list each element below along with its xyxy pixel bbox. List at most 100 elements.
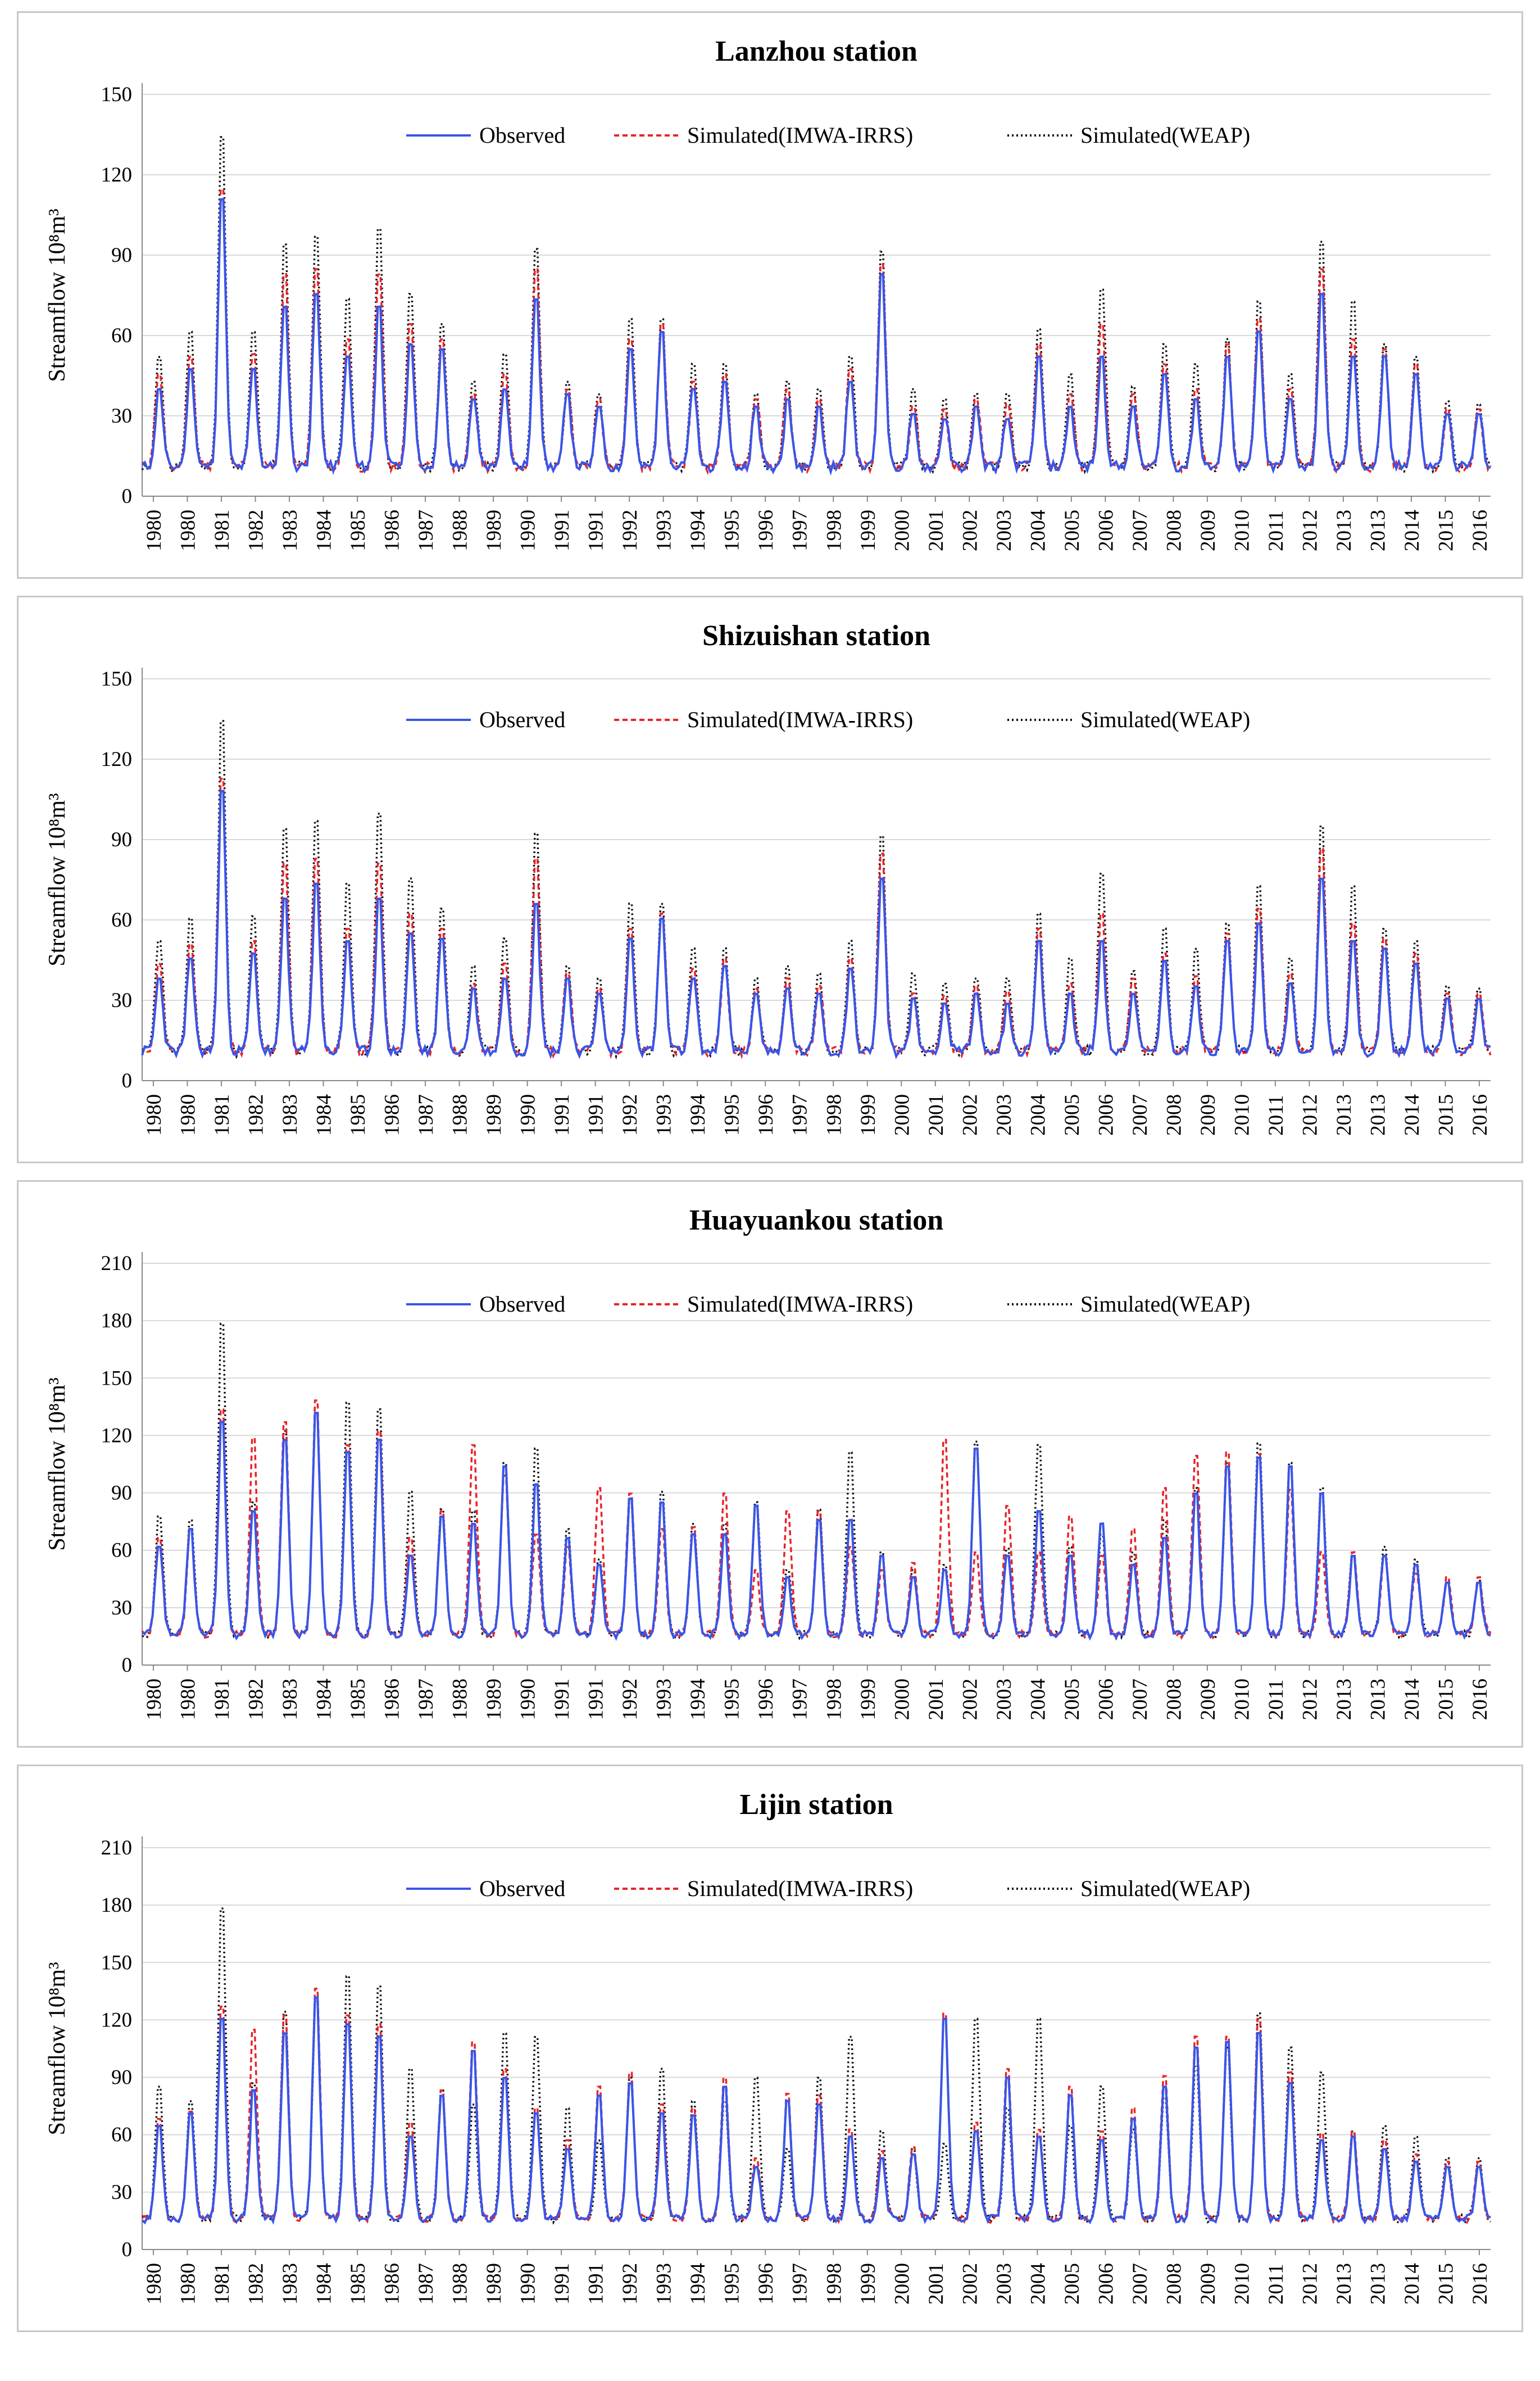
x-tick-label: 2016 xyxy=(1469,1094,1492,1136)
y-tick-label: 0 xyxy=(122,1069,133,1092)
x-tick-label: 1986 xyxy=(381,2263,404,2305)
y-axis-label: Streamflow 10⁸m³ xyxy=(44,1962,70,2135)
chart-lijin: Lijin station 0 30 60 90 120 150 180 210 Streamfl… xyxy=(44,1789,1492,2305)
x-tick-label: 2014 xyxy=(1401,1679,1424,1720)
x-tick-label: 2011 xyxy=(1265,1679,1288,1720)
y-tick-label: 30 xyxy=(111,2181,132,2204)
x-tick-label: 1994 xyxy=(687,510,710,551)
y-tick-label: 150 xyxy=(101,668,133,691)
chart-panel-lanzhou: Lanzhou station 0 30 60 90 120 150 Streamflow 1… xyxy=(17,11,1523,579)
x-tick-label: 1985 xyxy=(347,1094,370,1136)
x-tick-label: 2016 xyxy=(1469,510,1492,551)
x-tick-label: 1997 xyxy=(789,1094,812,1136)
x-tick-label: 1987 xyxy=(415,1679,438,1720)
x-tick-label: 2009 xyxy=(1197,1679,1220,1720)
x-tick-label: 2013 xyxy=(1333,1094,1356,1136)
x-tick-label: 2002 xyxy=(958,510,982,551)
x-tick-label: 1996 xyxy=(755,2263,778,2305)
x-tick-label: 2004 xyxy=(1026,510,1050,551)
x-tick-label: 2009 xyxy=(1197,1094,1220,1136)
x-tick-label: 1980 xyxy=(177,1679,200,1720)
y-tick-label: 120 xyxy=(101,748,133,771)
x-tick-label: 2014 xyxy=(1401,1094,1424,1136)
y-tick-label: 90 xyxy=(111,1482,132,1505)
x-tick-label: 1986 xyxy=(381,1679,404,1720)
legend-label: Simulated(WEAP) xyxy=(1080,1291,1250,1317)
x-tick-label: 2006 xyxy=(1094,1094,1117,1136)
x-tick-label: 2012 xyxy=(1298,1679,1321,1720)
x-tick-label: 1983 xyxy=(279,2263,302,2305)
x-tick-label: 1993 xyxy=(653,1679,676,1720)
y-tick-label: 30 xyxy=(111,1597,132,1620)
x-tick-label: 2010 xyxy=(1230,2263,1253,2305)
x-tick-label: 1991 xyxy=(585,1679,608,1720)
x-tick-label: 1987 xyxy=(415,1094,438,1136)
x-tick-label: 2016 xyxy=(1469,1679,1492,1720)
x-tick-label: 1984 xyxy=(313,1094,336,1136)
legend-label: Simulated(IMWA-IRRS) xyxy=(687,1876,913,1901)
x-tick-label: 2015 xyxy=(1434,2263,1457,2305)
x-tick-label: 1980 xyxy=(143,1679,166,1720)
y-tick-label: 210 xyxy=(101,1836,133,1860)
x-tick-label: 1985 xyxy=(347,2263,370,2305)
x-tick-label: 2013 xyxy=(1366,1679,1389,1720)
x-tick-label: 1995 xyxy=(721,1094,744,1136)
x-tick-label: 2004 xyxy=(1026,1679,1050,1720)
x-tick-label: 2000 xyxy=(891,1094,914,1136)
y-tick-label: 150 xyxy=(101,1367,133,1390)
x-tick-label: 2015 xyxy=(1434,510,1457,551)
x-tick-label: 1993 xyxy=(653,510,676,551)
x-tick-label: 1992 xyxy=(619,1094,642,1136)
x-tick-label: 1990 xyxy=(517,2263,540,2305)
x-tick-label: 2010 xyxy=(1230,510,1253,551)
x-tick-label: 1980 xyxy=(177,1094,200,1136)
x-tick-label: 1988 xyxy=(449,2263,472,2305)
x-tick-label: 1988 xyxy=(449,1679,472,1720)
x-tick-label: 1982 xyxy=(245,510,268,551)
legend-label: Observed xyxy=(479,1291,565,1317)
x-tick-label: 1991 xyxy=(551,1094,574,1136)
y-tick-label: 90 xyxy=(111,828,132,851)
x-tick-label: 1984 xyxy=(313,1679,336,1720)
x-tick-label: 1996 xyxy=(755,510,778,551)
x-tick-label: 2001 xyxy=(925,510,948,551)
x-tick-label: 1994 xyxy=(687,2263,710,2305)
x-tick-label: 1999 xyxy=(857,510,880,551)
x-tick-label: 2012 xyxy=(1298,2263,1321,2305)
x-tick-label: 2008 xyxy=(1162,1679,1185,1720)
x-tick-label: 1999 xyxy=(857,1679,880,1720)
x-tick-label: 1981 xyxy=(211,2263,234,2305)
x-tick-label: 1995 xyxy=(721,2263,744,2305)
x-tick-label: 1998 xyxy=(823,1094,846,1136)
x-tick-label: 1986 xyxy=(381,510,404,551)
x-tick-label: 1999 xyxy=(857,2263,880,2305)
x-tick-label: 1997 xyxy=(789,510,812,551)
x-tick-label: 1994 xyxy=(687,1094,710,1136)
x-tick-label: 1987 xyxy=(415,510,438,551)
series-line-simulated-imwa-irrs xyxy=(141,777,1492,1059)
y-tick-label: 90 xyxy=(111,244,132,267)
x-tick-label: 2003 xyxy=(993,1094,1016,1136)
x-tick-label: 2003 xyxy=(993,2263,1016,2305)
x-tick-label: 2011 xyxy=(1265,2264,1288,2305)
x-tick-label: 1991 xyxy=(585,1094,608,1136)
x-tick-label: 2006 xyxy=(1094,1679,1117,1720)
x-tick-label: 2007 xyxy=(1129,510,1152,551)
x-tick-label: 2007 xyxy=(1129,1679,1152,1720)
x-tick-label: 2016 xyxy=(1469,2263,1492,2305)
legend-label: Observed xyxy=(479,123,565,148)
x-tick-label: 1995 xyxy=(721,510,744,551)
x-tick-label: 2012 xyxy=(1298,510,1321,551)
x-tick-label: 1980 xyxy=(177,510,200,551)
y-tick-label: 60 xyxy=(111,909,132,932)
x-tick-label: 2015 xyxy=(1434,1094,1457,1136)
y-tick-label: 0 xyxy=(122,2238,133,2261)
chart-title: Lijin station xyxy=(739,1789,893,1821)
x-tick-label: 2000 xyxy=(891,1679,914,1720)
series-line-observed xyxy=(141,197,1491,476)
x-tick-label: 1990 xyxy=(517,1094,540,1136)
x-tick-label: 1992 xyxy=(619,510,642,551)
x-tick-label: 1982 xyxy=(245,1094,268,1136)
legend-label: Simulated(IMWA-IRRS) xyxy=(687,707,913,732)
y-axis-label: Streamflow 10⁸m³ xyxy=(44,208,70,382)
